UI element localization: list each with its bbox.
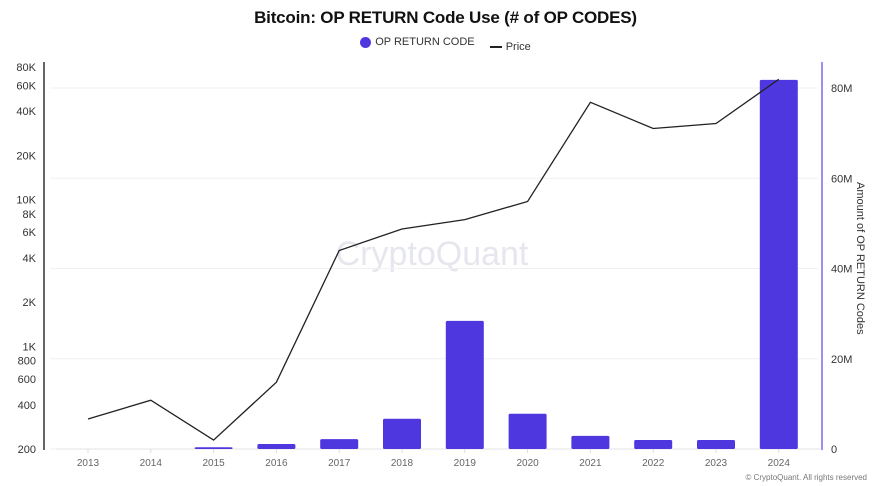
left-axis-tick-label: 6K	[23, 227, 37, 239]
legend-line-swatch-icon	[489, 46, 502, 48]
x-axis-tick-label: 2015	[202, 458, 225, 469]
left-axis-tick-label: 8K	[23, 209, 37, 221]
right-axis-tick-label: 40M	[831, 264, 852, 276]
price-line[interactable]	[87, 78, 780, 441]
right-axis-title: Amount of OP RETURN Codes	[854, 182, 866, 335]
x-axis-tick-label: 2021	[579, 458, 602, 469]
bar-op-return-2020[interactable]	[508, 413, 547, 449]
right-axis-tick-label: 0	[831, 444, 837, 456]
chart-legend: OP RETURN CODE Price	[0, 36, 891, 53]
chart-title: Bitcoin: OP RETURN Code Use (# of OP COD…	[254, 8, 637, 27]
x-axis-tick-label: 2022	[642, 458, 665, 469]
x-axis-tick-label: 2023	[705, 458, 728, 469]
bar-op-return-2023[interactable]	[697, 439, 735, 449]
left-axis-tick-label: 60K	[16, 80, 36, 92]
left-axis-tick-label: 200	[18, 444, 36, 456]
legend-item-op-return[interactable]: OP RETURN CODE	[360, 36, 475, 48]
x-axis-tick-label: 2017	[328, 458, 351, 469]
x-axis-tick-label: 2014	[140, 458, 163, 469]
copyright-notice: © CryptoQuant. All rights reserved	[745, 473, 868, 482]
x-axis-tick-label: 2019	[454, 458, 477, 469]
bar-op-return-2021[interactable]	[571, 435, 610, 449]
left-axis-tick-label: 2K	[23, 297, 37, 309]
bar-op-return-2024[interactable]	[759, 79, 798, 449]
legend-bar-swatch-icon	[360, 36, 372, 48]
x-axis-tick-label: 2018	[391, 458, 414, 469]
right-axis-tick-label: 80M	[831, 83, 852, 95]
left-axis-tick-label: 600	[18, 374, 36, 386]
legend-label-price: Price	[505, 40, 531, 53]
left-axis-tick-label: 4K	[23, 253, 37, 265]
left-axis-tick-label: 80K	[16, 62, 36, 74]
right-axis-tick-label: 20M	[831, 354, 852, 366]
x-axis-tick-label: 2013	[77, 458, 100, 469]
bar-op-return-2015[interactable]	[194, 447, 233, 449]
legend-item-price[interactable]: Price	[489, 40, 531, 53]
left-axis-tick-label: 1K	[23, 341, 37, 353]
x-axis-tick-label: 2024	[768, 458, 791, 469]
right-axis-tick-label: 60M	[831, 173, 852, 185]
x-axis-tick-label: 2016	[265, 458, 288, 469]
left-axis-tick-label: 40K	[16, 106, 36, 118]
left-axis-tick-label: 20K	[16, 150, 36, 162]
bar-op-return-2019[interactable]	[445, 320, 484, 449]
bar-op-return-2016[interactable]	[257, 444, 296, 449]
left-axis-tick-label: 10K	[16, 195, 36, 207]
watermark-text: CryptoQuant	[336, 235, 529, 273]
x-axis-tick-label: 2020	[516, 458, 539, 469]
bar-op-return-2018[interactable]	[383, 418, 421, 449]
bar-op-return-2022[interactable]	[634, 439, 673, 449]
legend-label-op-return: OP RETURN CODE	[375, 36, 475, 48]
bar-op-return-2017[interactable]	[320, 439, 359, 449]
left-axis-tick-label: 800	[18, 356, 36, 368]
left-axis-tick-label: 400	[18, 400, 36, 412]
